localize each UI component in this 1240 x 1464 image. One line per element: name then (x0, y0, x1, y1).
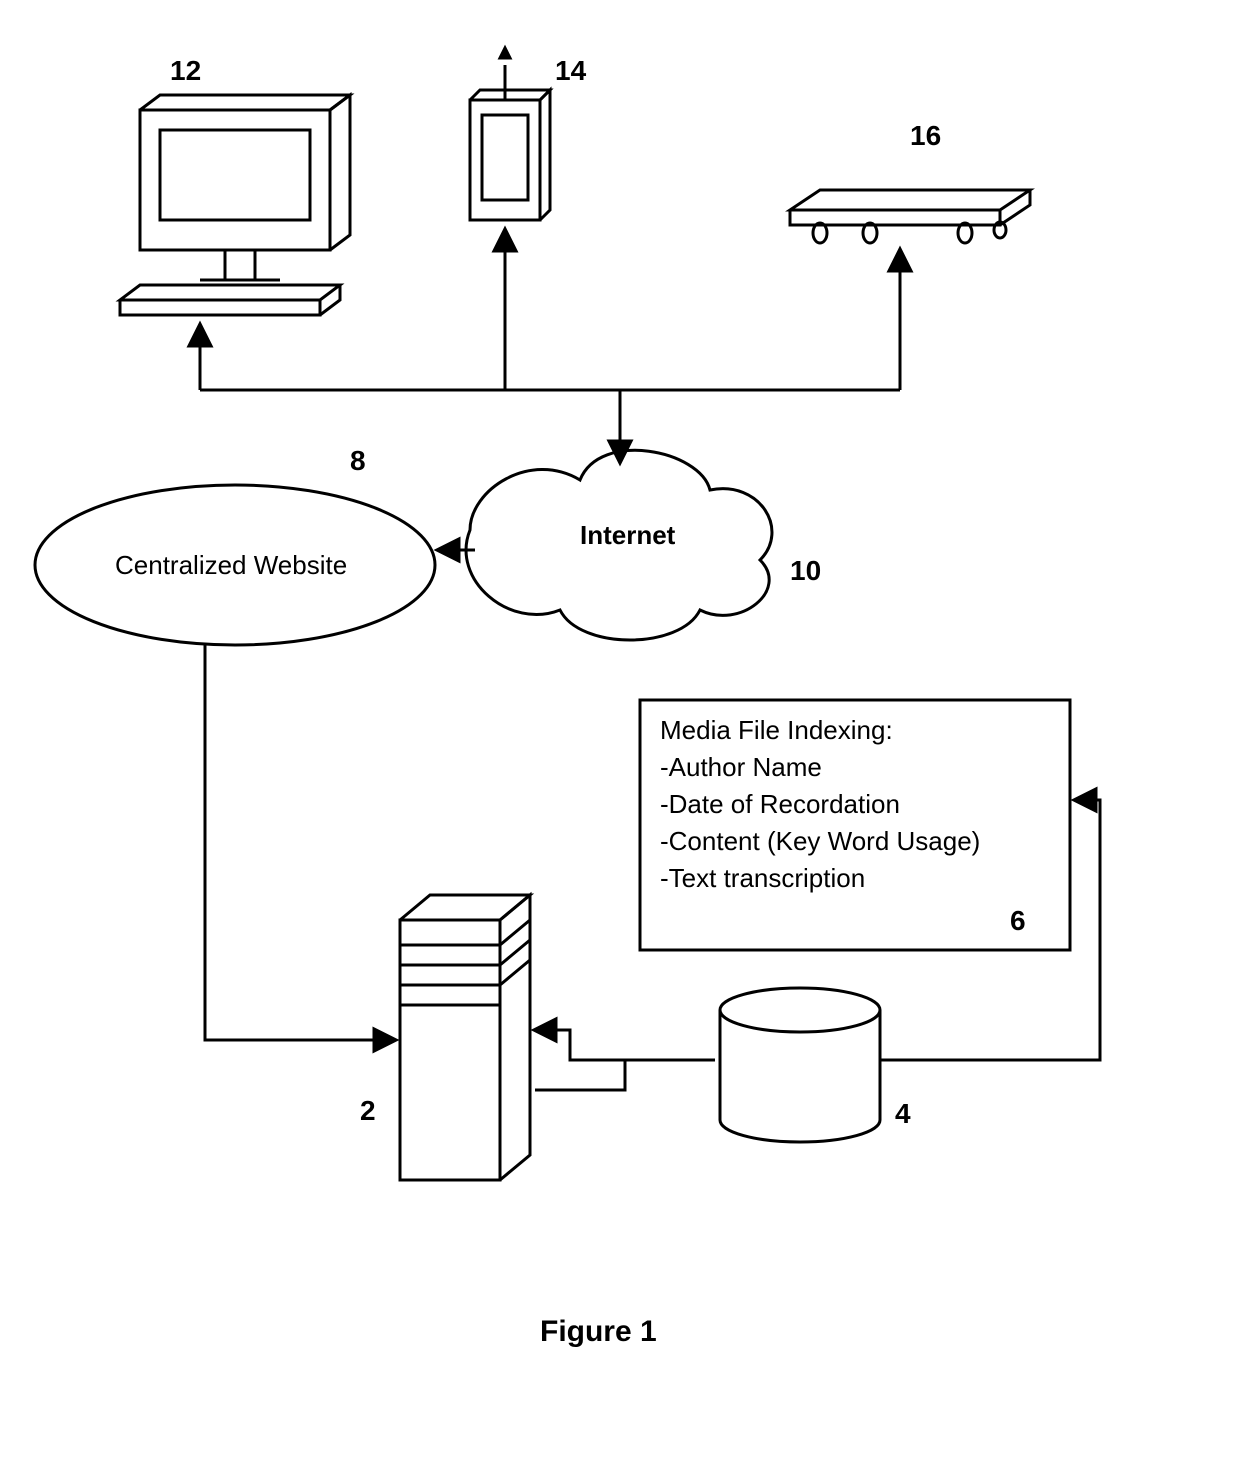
figure-caption: Figure 1 (540, 1315, 657, 1349)
indexing-item-3: -Text transcription (660, 863, 865, 894)
label-computer-ref: 12 (170, 55, 201, 87)
label-tablet-ref: 16 (910, 120, 941, 152)
indexing-item-0: -Author Name (660, 752, 822, 783)
label-internet-ref: 10 (790, 555, 821, 587)
label-server-ref: 2 (360, 1095, 376, 1127)
diagram-svg (0, 0, 1240, 1464)
indexing-item-1: -Date of Recordation (660, 789, 900, 820)
label-internet-text: Internet (580, 520, 675, 551)
indexing-item-2: -Content (Key Word Usage) (660, 826, 980, 857)
label-website-text: Centralized Website (115, 550, 347, 581)
mobile-icon (470, 48, 550, 220)
label-mobile-ref: 14 (555, 55, 586, 87)
label-database-ref: 4 (895, 1098, 911, 1130)
tablet-icon (790, 190, 1030, 243)
label-website-ref: 8 (350, 445, 366, 477)
figure-canvas: 12 14 16 10 Internet 8 Centralized Websi… (0, 0, 1240, 1464)
indexing-title: Media File Indexing: (660, 715, 893, 746)
label-indexing-ref: 6 (1010, 905, 1026, 937)
server-icon (400, 895, 530, 1180)
database-icon (720, 988, 880, 1142)
computer-icon (120, 95, 350, 315)
